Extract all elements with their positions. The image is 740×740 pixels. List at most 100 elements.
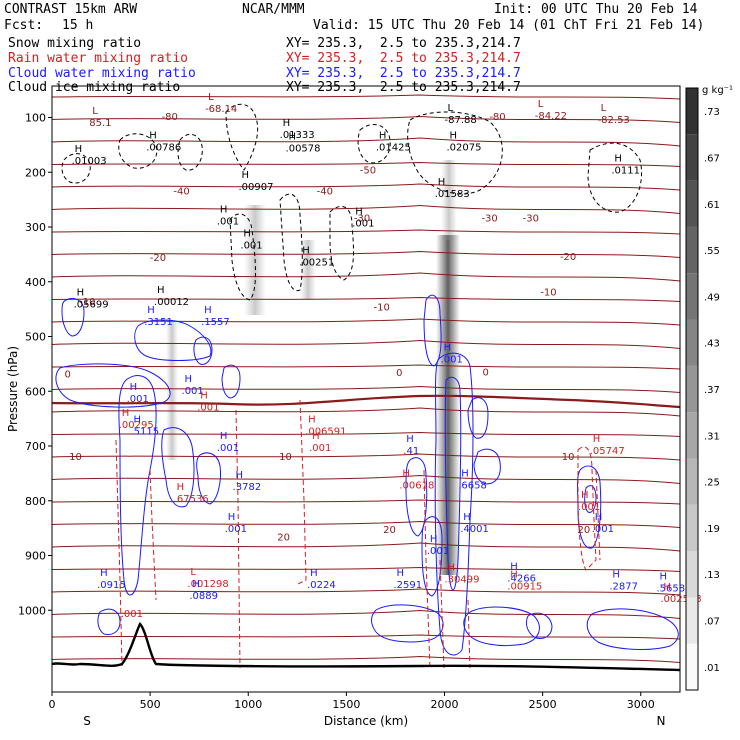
extremum-mark: H [614, 154, 622, 165]
x-tick-label: 2500 [529, 698, 557, 711]
extremum-mark: H [241, 170, 249, 181]
cw-cell-14 [467, 397, 489, 439]
field-name-snow: Snow mixing ratio [8, 36, 142, 51]
extremum-value: .002513 [660, 594, 701, 605]
extremum-mark: H [302, 245, 310, 256]
cw-cell-22 [97, 608, 121, 635]
extremum-mark: H [177, 482, 185, 493]
y-tick-label: 700 [25, 440, 46, 453]
isotherm-line [51, 339, 681, 349]
colorbar-segment [686, 458, 698, 505]
y-axis: 100 200 300 400 500 600 700 800 900 1000 [18, 112, 52, 617]
colorbar-segment [686, 88, 698, 135]
isotherm-label: 20 [277, 532, 290, 543]
y-tick-label: 600 [25, 385, 46, 398]
extremum-value: .0889 [189, 591, 218, 602]
ice-cell-7 [61, 153, 91, 184]
extremum-mark: H [220, 204, 228, 215]
isotherm-label: -30 [354, 214, 370, 225]
extremum-value: .01003 [72, 156, 107, 167]
field-name-rain: Rain water mixing ratio [8, 51, 189, 66]
extremum-mark: H [122, 408, 130, 419]
extremum-mark: H [444, 342, 452, 353]
isotherm-label: 10 [279, 452, 292, 463]
extremum-value: -84.22 [535, 111, 567, 122]
extremum-value: .1557 [201, 317, 230, 328]
extremum-value: .01583 [435, 189, 470, 200]
field-name-cloud-water: Cloud water mixing ratio [8, 66, 196, 81]
rain-cell-4 [297, 399, 307, 585]
isotherm-label: -10 [79, 297, 95, 308]
ice-cell-5 [407, 111, 503, 195]
y-tick-label: 1000 [18, 604, 46, 617]
extremum-value: -82.53 [598, 115, 630, 126]
isotherm-line [51, 407, 681, 417]
isotherm-label: -20 [150, 253, 166, 264]
isotherm-label: -30 [523, 214, 539, 225]
extremum-value: .6658 [458, 480, 487, 491]
extremum-value: .001 [182, 386, 204, 397]
isotherm-label: -10 [374, 302, 390, 313]
isotherm-line [51, 474, 681, 484]
colorbar-segment [686, 134, 698, 181]
isotherm-line [51, 272, 681, 282]
field-name-cloud-ice: Cloud ice mixing ratio [8, 80, 181, 95]
extremum-value: -87.88 [445, 115, 477, 126]
ice-cell-8 [118, 133, 158, 169]
cw-cell-3 [55, 363, 171, 408]
cw-cell-2 [134, 319, 212, 361]
cw-cell-19 [463, 606, 540, 647]
isotherm-label: 0 [396, 368, 402, 379]
colorbar-label: .43 [704, 339, 720, 350]
isotherm-label: -80 [489, 112, 505, 123]
x-tick-label: 0 [49, 698, 56, 711]
extremum-value: .00295 [119, 420, 154, 431]
isotherm-line [51, 385, 681, 393]
extremum-mark: H [438, 177, 446, 188]
isotherm-line [51, 204, 681, 214]
ice-cell-9 [177, 133, 203, 171]
extremum-value: .4001 [460, 524, 489, 535]
y-tick-label: 200 [25, 166, 46, 179]
extremum-mark: H [200, 391, 208, 402]
extremum-value: .0111 [611, 166, 640, 177]
extremum-mark: L [448, 103, 454, 114]
header-init: Init: 00 UTC Thu 20 Feb 14 [494, 2, 698, 17]
field-xy-cloud-water: XY= 235.3, 2.5 to 235.3,214.7 [286, 66, 521, 81]
extremum-mark: H [448, 562, 456, 573]
extremum-mark: H [289, 132, 297, 143]
rain-cell-6 [439, 559, 445, 669]
extremum-mark: H [659, 571, 667, 582]
isotherm-line [51, 566, 681, 572]
freezing-level-line [51, 394, 681, 409]
extremum-value: .05699 [74, 300, 109, 311]
isotherm-label: -20 [560, 252, 576, 263]
isotherm-line [51, 115, 681, 123]
colorbar-unit: g kg⁻¹ [702, 85, 733, 96]
isotherm-label: 0 [65, 370, 71, 381]
ice-cell-1 [225, 103, 258, 171]
extremum-value: .41 [403, 446, 419, 457]
header-fcst-value: 15 h [62, 18, 94, 33]
extremum-mark: H [283, 118, 291, 129]
field-xy-rain: XY= 235.3, 2.5 to 235.3,214.7 [286, 51, 521, 66]
extremum-mark: H [593, 434, 601, 445]
isotherm-label: -80 [162, 112, 178, 123]
colorbar: .01 .07 .13 .19 .25 .31 .37 .43 .49 .55 .61 .67 .73 [685, 87, 720, 691]
ice-cell-2 [229, 213, 256, 301]
extremum-value: .001 [225, 524, 247, 535]
extremum-mark: H [147, 305, 155, 316]
isotherm-label: 0 [483, 368, 489, 379]
isotherm-line [51, 655, 681, 663]
ice-cell-4 [329, 205, 355, 281]
colorbar-segment [686, 504, 698, 552]
extremum-mark: H [228, 512, 236, 523]
y-tick-label: 300 [25, 221, 46, 234]
rain-cell-9 [595, 469, 601, 561]
extremum-mark: H [204, 305, 212, 316]
extremum-mark: H [130, 382, 138, 393]
extremum-value: .001 [441, 354, 463, 365]
extremum-value: .2877 [609, 582, 638, 593]
cw-cell-8 [193, 336, 213, 365]
